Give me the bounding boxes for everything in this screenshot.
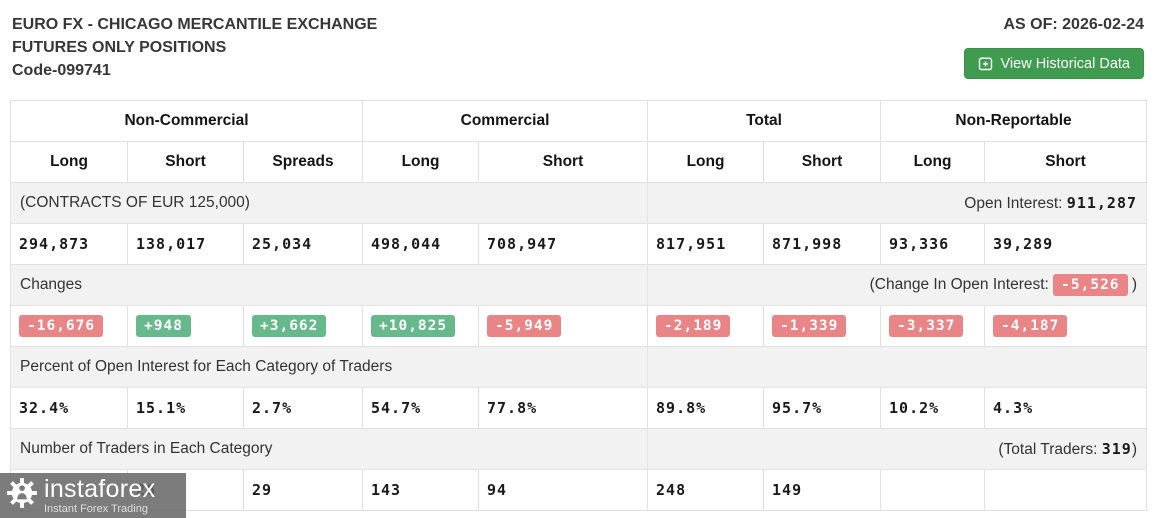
table-cell: 94 bbox=[477, 469, 649, 511]
total-traders-suffix: ) bbox=[1131, 440, 1138, 458]
column-header-row: Long Short Spreads Long Short Long Short… bbox=[10, 141, 1148, 183]
table-cell: 149 bbox=[763, 469, 882, 511]
contracts-label: (CONTRACTS OF EUR 125,000) bbox=[9, 182, 649, 224]
open-interest-value: 911,287 bbox=[1066, 193, 1138, 212]
group-header-row: Non-Commercial Commercial Total Non-Repo… bbox=[10, 100, 1148, 142]
col-header-c-short: Short bbox=[477, 141, 649, 183]
table-cell: 294,873 bbox=[10, 223, 128, 265]
table-cell: 143 bbox=[362, 469, 479, 511]
traders-section-row: Number of Traders in Each Category (Tota… bbox=[9, 428, 1148, 470]
open-interest-cell: Open Interest: 911,287 bbox=[647, 182, 1148, 224]
table-cell: 29 bbox=[243, 469, 363, 511]
change-in-oi-badge: -5,526 bbox=[1053, 274, 1128, 296]
table-cell: +3,662 bbox=[243, 305, 363, 347]
group-header-non-commercial: Non-Commercial bbox=[10, 100, 363, 142]
table-cell: -16,676 bbox=[10, 305, 128, 347]
table-cell: +10,825 bbox=[362, 305, 479, 347]
change-badge: -5,949 bbox=[487, 315, 562, 337]
total-traders-value: 319 bbox=[1101, 439, 1132, 458]
table-cell: 32.4% bbox=[10, 387, 128, 429]
table-cell: 4.3% bbox=[984, 387, 1148, 429]
table-cell: 138,017 bbox=[127, 223, 244, 265]
col-header-t-long: Long bbox=[647, 141, 765, 183]
change-badge: -4,187 bbox=[993, 315, 1068, 337]
table-cell: -1,339 bbox=[763, 305, 882, 347]
page-title: EURO FX - CHICAGO MERCANTILE EXCHANGE bbox=[12, 16, 378, 33]
table-cell: 15.1% bbox=[127, 387, 244, 429]
table-cell: 93,336 bbox=[880, 223, 986, 265]
change-in-oi-suffix: ) bbox=[1127, 276, 1138, 293]
open-interest-label: Open Interest: bbox=[964, 194, 1067, 212]
total-traders-cell: (Total Traders: 319) bbox=[647, 428, 1148, 470]
calendar-plus-icon bbox=[978, 56, 993, 71]
change-badge: -3,337 bbox=[889, 315, 964, 337]
percent-label: Percent of Open Interest for Each Catego… bbox=[9, 346, 649, 388]
table-cell: -3,337 bbox=[880, 305, 986, 347]
table-cell: 248 bbox=[647, 469, 765, 511]
table-cell: 498,044 bbox=[362, 223, 479, 265]
col-header-t-short: Short bbox=[763, 141, 882, 183]
group-header-commercial: Commercial bbox=[361, 100, 649, 142]
change-badge: +3,662 bbox=[252, 315, 327, 337]
gear-person-icon bbox=[5, 476, 39, 515]
table-cell bbox=[984, 469, 1148, 511]
percents-row: 32.4% 15.1% 2.7% 54.7% 77.8% 89.8% 95.7%… bbox=[10, 387, 1148, 429]
col-header-nc-short: Short bbox=[127, 141, 244, 183]
col-header-nr-long: Long bbox=[880, 141, 986, 183]
group-header-total: Total bbox=[647, 100, 882, 142]
view-historical-data-button[interactable]: View Historical Data bbox=[963, 48, 1144, 79]
changes-section-row: Changes (Change In Open Interest: -5,526… bbox=[9, 264, 1148, 306]
as-of-date: AS OF: 2026-02-24 bbox=[1003, 16, 1144, 33]
col-header-nc-long: Long bbox=[10, 141, 128, 183]
page-subtitle: FUTURES ONLY POSITIONS bbox=[12, 39, 227, 56]
percent-section-row: Percent of Open Interest for Each Catego… bbox=[9, 346, 1148, 388]
total-traders-prefix: (Total Traders: bbox=[998, 440, 1102, 458]
table-cell: 817,951 bbox=[647, 223, 765, 265]
group-header-non-reportable: Non-Reportable bbox=[880, 100, 1148, 142]
table-cell: -2,189 bbox=[647, 305, 765, 347]
contracts-section-row: (CONTRACTS OF EUR 125,000) Open Interest… bbox=[9, 182, 1148, 224]
change-badge: -16,676 bbox=[19, 315, 104, 337]
change-badge: +948 bbox=[136, 315, 191, 337]
table-cell: 54.7% bbox=[362, 387, 479, 429]
table-cell: -5,949 bbox=[477, 305, 649, 347]
changes-label: Changes bbox=[9, 264, 649, 306]
table-cell: 89.8% bbox=[647, 387, 765, 429]
watermark-brand: instaforex bbox=[44, 474, 156, 503]
change-in-oi-prefix: (Change In Open Interest: bbox=[869, 276, 1054, 293]
instaforex-watermark: instaforex Instant Forex Trading bbox=[0, 473, 186, 518]
change-badge: +10,825 bbox=[371, 315, 456, 337]
contract-code: Code-099741 bbox=[12, 62, 111, 79]
table-cell: 77.8% bbox=[477, 387, 649, 429]
header-right: AS OF: 2026-02-24 View Historical Data bbox=[963, 13, 1144, 79]
page-header: EURO FX - CHICAGO MERCANTILE EXCHANGE FU… bbox=[0, 0, 1156, 82]
positions-row: 294,873 138,017 25,034 498,044 708,947 8… bbox=[10, 223, 1148, 265]
table-cell: 95.7% bbox=[763, 387, 882, 429]
view-historical-data-label: View Historical Data bbox=[1000, 55, 1130, 72]
table-cell: +948 bbox=[127, 305, 244, 347]
changes-row: -16,676 +948 +3,662 +10,825 -5,949 -2,18… bbox=[10, 305, 1148, 347]
table-cell: 25,034 bbox=[243, 223, 363, 265]
table-cell: -4,187 bbox=[984, 305, 1148, 347]
table-cell: 10.2% bbox=[880, 387, 986, 429]
col-header-nr-short: Short bbox=[984, 141, 1148, 183]
percent-section-empty bbox=[647, 346, 1148, 388]
watermark-text: instaforex Instant Forex Trading bbox=[44, 474, 156, 515]
col-header-nc-spreads: Spreads bbox=[243, 141, 363, 183]
change-badge: -1,339 bbox=[772, 315, 847, 337]
change-in-open-interest-cell: (Change In Open Interest: -5,526 ) bbox=[647, 264, 1148, 306]
cot-positions-table: Non-Commercial Commercial Total Non-Repo… bbox=[9, 100, 1148, 511]
table-cell bbox=[880, 469, 986, 511]
table-cell: 871,998 bbox=[763, 223, 882, 265]
traders-label: Number of Traders in Each Category bbox=[9, 428, 649, 470]
col-header-c-long: Long bbox=[362, 141, 479, 183]
title-block: EURO FX - CHICAGO MERCANTILE EXCHANGE FU… bbox=[12, 13, 377, 82]
table-cell: 39,289 bbox=[984, 223, 1148, 265]
watermark-tagline: Instant Forex Trading bbox=[44, 502, 148, 515]
table-cell: 708,947 bbox=[477, 223, 649, 265]
change-badge: -2,189 bbox=[656, 315, 731, 337]
table-cell: 2.7% bbox=[243, 387, 363, 429]
